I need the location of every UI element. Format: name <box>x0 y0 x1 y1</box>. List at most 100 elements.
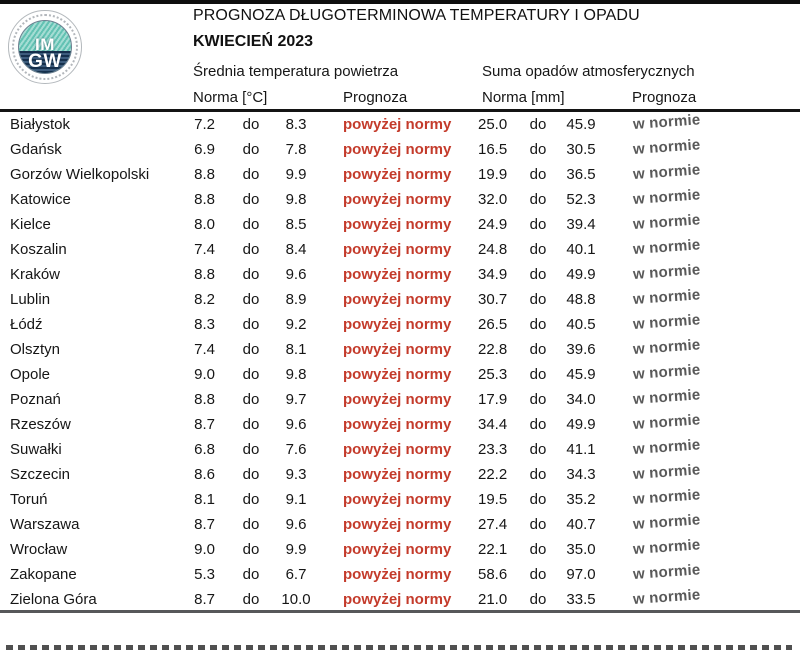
table-row: Rzeszów 8.7 do 9.6 powyżej normy 34.4 do 49.9 w … <box>0 411 800 437</box>
temp-prognoza-value: powyżej normy <box>343 416 452 433</box>
temp-norma-low: 7.4 <box>194 341 215 358</box>
temp-norma-high: 8.1 <box>285 341 307 358</box>
precip-norma-low: 23.3 <box>478 441 508 458</box>
temp-norma-low: 8.8 <box>194 266 215 283</box>
table-row: Suwałki 6.8 do 7.6 powyżej normy 23.3 do 41.1 w … <box>0 436 800 462</box>
precip-do-separator: do <box>529 341 547 358</box>
page-title: PROGNOZA DŁUGOTERMINOWA TEMPERATURY I OP… <box>193 7 640 24</box>
precip-norma-low: 34.9 <box>478 266 508 283</box>
precip-norma-low: 21.0 <box>478 591 508 608</box>
temp-norma-high: 9.3 <box>285 466 307 483</box>
city-name: Łódź <box>10 316 43 333</box>
precip-norma-high: 52.3 <box>566 191 596 208</box>
logo-globe: IM GW <box>18 20 72 74</box>
temp-do-separator: do <box>242 466 260 483</box>
temp-do-separator: do <box>242 241 260 258</box>
city-name: Kraków <box>10 266 61 283</box>
temp-norma-high: 8.3 <box>285 116 307 133</box>
temp-do-separator: do <box>242 216 260 233</box>
temp-prognoza-value: powyżej normy <box>343 391 452 408</box>
precip-do-separator: do <box>529 591 547 608</box>
top-border-bar <box>0 0 800 4</box>
precip-norma-high: 49.9 <box>566 416 596 433</box>
temp-norma-high: 9.7 <box>285 391 307 408</box>
table-row: Gdańsk 6.9 do 7.8 powyżej normy 16.5 do 30.5 w n… <box>0 136 800 162</box>
precip-norma-low: 24.9 <box>478 216 508 233</box>
imgw-logo: IM GW <box>8 10 82 84</box>
precip-norma-high: 45.9 <box>566 116 596 133</box>
temp-do-separator: do <box>242 341 260 358</box>
precip-do-separator: do <box>529 166 547 183</box>
temp-prognoza-value: powyżej normy <box>343 266 452 283</box>
city-name: Warszawa <box>10 516 80 533</box>
temp-norma-high: 9.6 <box>285 416 307 433</box>
temp-prognoza-value: powyżej normy <box>343 466 452 483</box>
city-name: Wrocław <box>10 541 68 558</box>
temp-prognoza-value: powyżej normy <box>343 516 452 533</box>
precip-do-separator: do <box>529 241 547 258</box>
precip-norma-low: 58.6 <box>478 566 508 583</box>
temp-norma-high: 8.5 <box>285 216 307 233</box>
temp-norma-low: 9.0 <box>194 366 215 383</box>
temp-norma-high: 8.4 <box>285 241 307 258</box>
city-name: Koszalin <box>10 241 67 258</box>
temp-norma-high: 9.2 <box>285 316 307 333</box>
table-row: Koszalin 7.4 do 8.4 powyżej normy 24.8 do 40.1 w… <box>0 236 800 262</box>
temp-norma-low: 8.0 <box>194 216 215 233</box>
temp-do-separator: do <box>242 316 260 333</box>
temp-norma-high: 8.9 <box>285 291 307 308</box>
temp-do-separator: do <box>242 566 260 583</box>
city-name: Białystok <box>10 116 71 133</box>
precip-norma-high: 97.0 <box>566 566 596 583</box>
temp-norma-high: 6.7 <box>285 566 307 583</box>
table-row: Gorzów Wielkopolski 8.8 do 9.9 powyżej normy… <box>0 161 800 187</box>
precip-do-separator: do <box>529 441 547 458</box>
temp-norma-low: 5.3 <box>194 566 215 583</box>
precip-norma-high: 39.4 <box>566 216 596 233</box>
logo-text-im: IM <box>35 35 55 54</box>
temp-norma-high: 7.8 <box>285 141 307 158</box>
table-row: Opole 9.0 do 9.8 powyżej normy 25.3 do 45.9 w no… <box>0 361 800 387</box>
city-name: Olsztyn <box>10 341 61 358</box>
temp-norma-high: 9.8 <box>285 366 307 383</box>
temp-do-separator: do <box>242 266 260 283</box>
temp-prognoza-value: powyżej normy <box>343 141 452 158</box>
precip-norma-high: 40.5 <box>566 316 596 333</box>
precip-norma-low: 32.0 <box>478 191 508 208</box>
table-row: Kielce 8.0 do 8.5 powyżej normy 24.9 do 39.4 w n… <box>0 211 800 237</box>
city-name: Gdańsk <box>10 141 62 158</box>
precip-norma-low: 22.1 <box>478 541 508 558</box>
precip-norma-high: 40.1 <box>566 241 596 258</box>
precip-norma-low: 16.5 <box>478 141 508 158</box>
precip-norma-low: 22.2 <box>478 466 508 483</box>
column-group-precipitation: Suma opadów atmosferycznych <box>482 63 695 80</box>
precip-norma-high: 40.7 <box>566 516 596 533</box>
logo-ring-text <box>12 14 78 80</box>
temp-norma-low: 8.8 <box>194 391 215 408</box>
precip-norma-low: 25.3 <box>478 366 508 383</box>
precip-norma-low: 30.7 <box>478 291 508 308</box>
precip-prognoza-value: w normie <box>598 586 800 612</box>
temp-norma-low: 8.8 <box>194 191 215 208</box>
precip-norma-high: 30.5 <box>566 141 596 158</box>
table-row: Olsztyn 7.4 do 8.1 powyżej normy 22.8 do 39.6 w … <box>0 336 800 362</box>
precip-norma-low: 17.9 <box>478 391 508 408</box>
temp-do-separator: do <box>242 591 260 608</box>
precip-do-separator: do <box>529 466 547 483</box>
temp-norma-low: 8.2 <box>194 291 215 308</box>
precip-do-separator: do <box>529 516 547 533</box>
temp-do-separator: do <box>242 191 260 208</box>
precip-do-separator: do <box>529 116 547 133</box>
precip-norma-high: 48.8 <box>566 291 596 308</box>
city-name: Poznań <box>10 391 61 408</box>
precip-norma-low: 25.0 <box>478 116 508 133</box>
forecast-table-body: Białystok 7.2 do 8.3 powyżej normy 25.0 do 45.9… <box>0 111 800 612</box>
table-row: Łódź 8.3 do 9.2 powyżej normy 26.5 do 40.5 w nor… <box>0 311 800 337</box>
bottom-divider-line <box>0 610 800 613</box>
column-header-precip-norma: Norma [mm] <box>482 89 565 106</box>
precip-do-separator: do <box>529 316 547 333</box>
precip-norma-low: 19.5 <box>478 491 508 508</box>
temp-prognoza-value: powyżej normy <box>343 566 452 583</box>
city-name: Lublin <box>10 291 51 308</box>
city-name: Zielona Góra <box>10 591 97 608</box>
